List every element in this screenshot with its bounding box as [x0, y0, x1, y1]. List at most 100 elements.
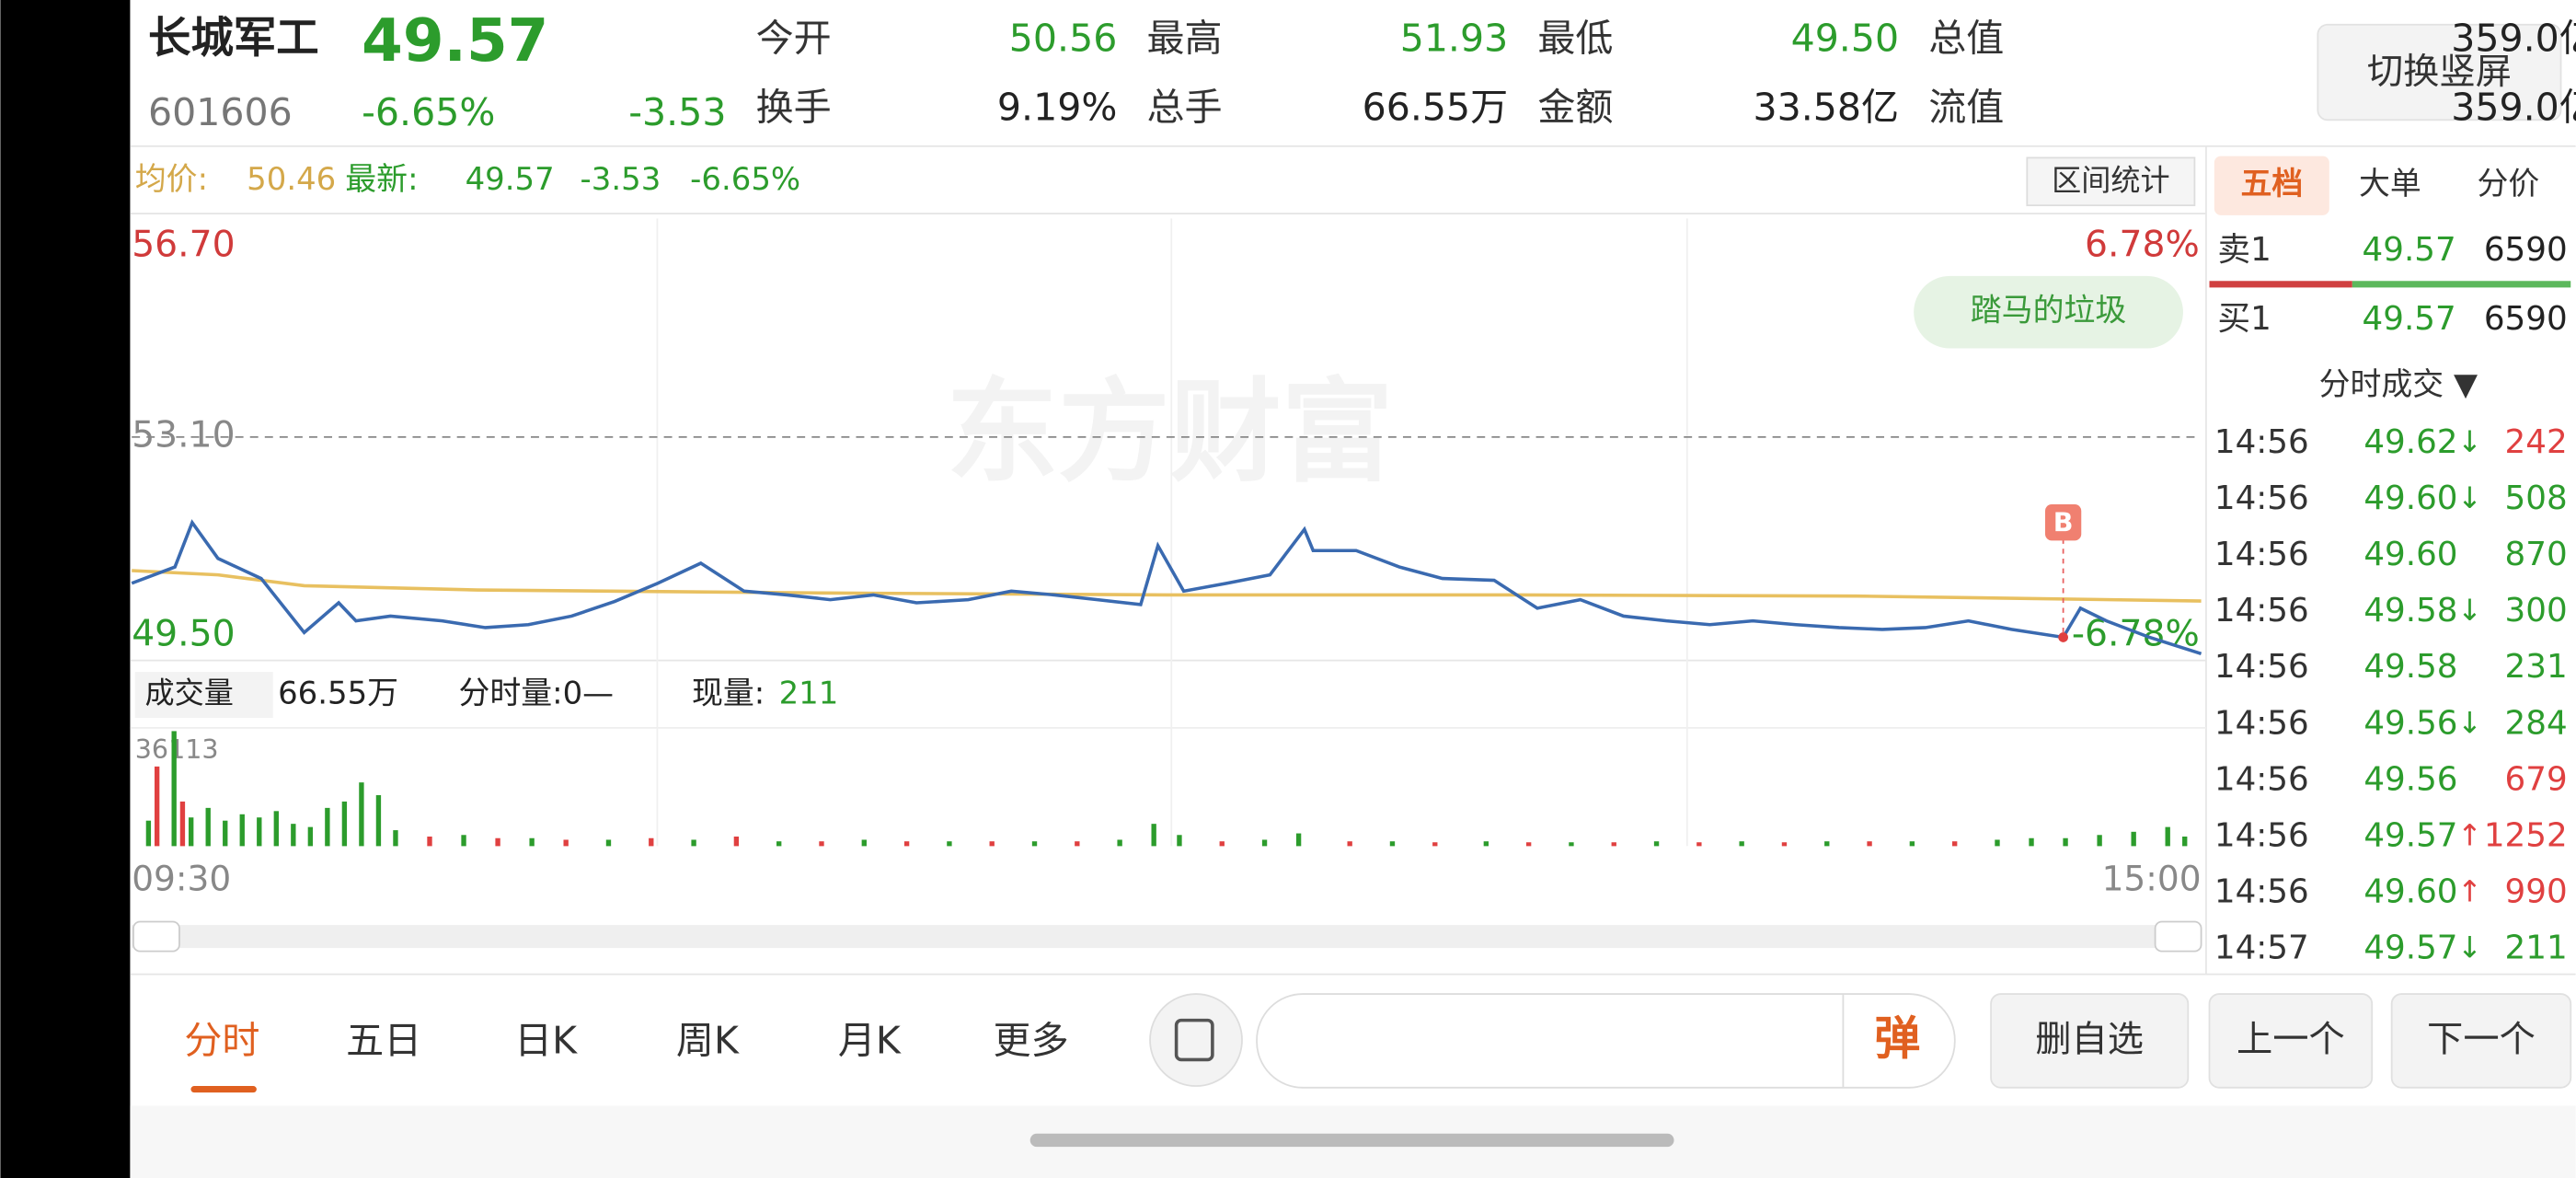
volume-bar [649, 837, 654, 847]
volume-bar [341, 801, 348, 847]
book-volume: 6590 [2484, 300, 2568, 338]
volume-bar [776, 841, 782, 847]
top-pct: 6.78% [2085, 224, 2200, 265]
volume-bar [1739, 841, 1744, 847]
volume-bar [359, 782, 364, 847]
volume-bar [733, 837, 740, 847]
volume-bar [2182, 837, 2188, 847]
volume-bar [171, 731, 177, 847]
trade-volume: 242 [2505, 423, 2568, 461]
volume-bar [495, 837, 500, 847]
stat-label: 总手 [1146, 86, 1222, 130]
volume-bar [1824, 841, 1830, 847]
book-tab[interactable]: 五档 [2240, 166, 2303, 202]
volume-bar [1075, 841, 1080, 847]
avg-label: 均价: [135, 161, 208, 197]
stock-code: 601606 [148, 90, 293, 134]
switch-button[interactable]: 切换竖屏 [2317, 23, 2562, 121]
home-indicator[interactable] [1029, 1133, 1674, 1148]
period-tab[interactable]: 月K [838, 1019, 902, 1063]
volume-bar [273, 811, 279, 847]
stat-label: 金额 [1537, 86, 1613, 130]
volume-label: 成交量 [144, 676, 233, 710]
volume-bar [1219, 841, 1225, 847]
change-pct: -6.65% [362, 90, 495, 134]
scroll-handle[interactable] [132, 920, 180, 953]
volume-bar [1525, 842, 1532, 847]
period-tab[interactable]: 分时 [184, 1019, 259, 1063]
period-tab[interactable]: 日K [514, 1019, 578, 1063]
volume-bar [1867, 841, 1872, 847]
volume-bar [529, 837, 535, 847]
trade-time: 14:56 [2214, 536, 2309, 573]
end-time: 15:00 [2102, 858, 2202, 898]
trade-volume: 679 [2505, 760, 2568, 798]
volume-tick-label: 36113 [135, 733, 219, 765]
volume-bar [563, 839, 569, 847]
toolbar-button[interactable] [1990, 993, 2190, 1089]
trade-arrow: ↓ [2457, 930, 2482, 964]
toolbar-button[interactable] [2208, 993, 2374, 1089]
avg-line [132, 569, 2202, 603]
current-label: 现量: [692, 676, 765, 711]
scroll-handle[interactable] [2154, 920, 2202, 953]
volume-bar [1653, 841, 1660, 847]
trades-title[interactable]: 分时成交 ▼ [2319, 366, 2478, 402]
toolbar-button[interactable] [2390, 993, 2572, 1089]
volume-bar [427, 837, 432, 847]
volume-bar [691, 839, 696, 847]
volume-total: 66.55万 [278, 676, 398, 711]
volume-bar [393, 830, 398, 847]
note-icon[interactable] [1149, 993, 1243, 1087]
trade-marker[interactable] [2044, 504, 2082, 541]
trade-volume: 508 [2505, 479, 2568, 517]
volume-bar [1031, 841, 1038, 847]
book-volume: 6590 [2484, 231, 2568, 269]
trade-price: 49.57 [2363, 816, 2457, 854]
stat-value: 66.55万 [1363, 86, 1509, 130]
volume-bar [291, 824, 296, 847]
volume-bar [1569, 842, 1574, 847]
comment-bubble[interactable]: 踏马的垃圾 [1914, 275, 2183, 349]
volume-selector[interactable] [134, 672, 273, 719]
volume-bar [325, 807, 330, 847]
period-tab[interactable]: 五日 [346, 1019, 421, 1063]
comment-input[interactable] [1256, 993, 1956, 1089]
trade-price: 49.60 [2363, 536, 2457, 573]
range-button[interactable]: 区间统计 [2026, 156, 2196, 207]
volume-bar [1696, 842, 1702, 847]
period-tab[interactable]: 更多 [994, 1019, 1069, 1063]
tick-volume: 分时量:0— [458, 676, 614, 711]
danmu-button[interactable]: 弹 [1874, 1011, 1920, 1065]
book-bar [2209, 281, 2352, 288]
volume-bar [903, 841, 910, 847]
trade-arrow: ↓ [2457, 480, 2482, 515]
volume-bar [1261, 839, 1268, 847]
volume-bar [1177, 835, 1182, 847]
volume-bar [989, 841, 995, 847]
trade-price: 49.58 [2363, 648, 2457, 686]
volume-bar [2097, 835, 2102, 847]
toolbar-button-label: 上一个 [2237, 1019, 2345, 1060]
toolbar-button-label: 下一个 [2427, 1019, 2536, 1060]
tab-underline [190, 1086, 257, 1093]
latest-change: -3.53 [581, 161, 661, 197]
trade-price: 49.56 [2363, 760, 2457, 798]
scrollbar[interactable] [132, 925, 2202, 949]
volume-bar [819, 841, 824, 847]
trade-price: 49.62 [2363, 423, 2457, 461]
comment: 踏马的垃圾 [1971, 293, 2127, 329]
trade-time: 14:56 [2214, 592, 2309, 629]
y-tick-label: 53.10 [132, 414, 235, 456]
stat-value: 9.19% [997, 86, 1117, 130]
book-tab[interactable]: 分价 [2478, 166, 2540, 202]
bubble-bg [1914, 275, 2183, 349]
book-tab[interactable]: 大单 [2359, 166, 2421, 202]
volume-bar [461, 835, 466, 847]
volume-bar [375, 795, 382, 847]
period-tab[interactable]: 周K [676, 1019, 740, 1063]
stat-label: 总值 [1928, 17, 2004, 61]
volume-bar [1781, 842, 1788, 847]
